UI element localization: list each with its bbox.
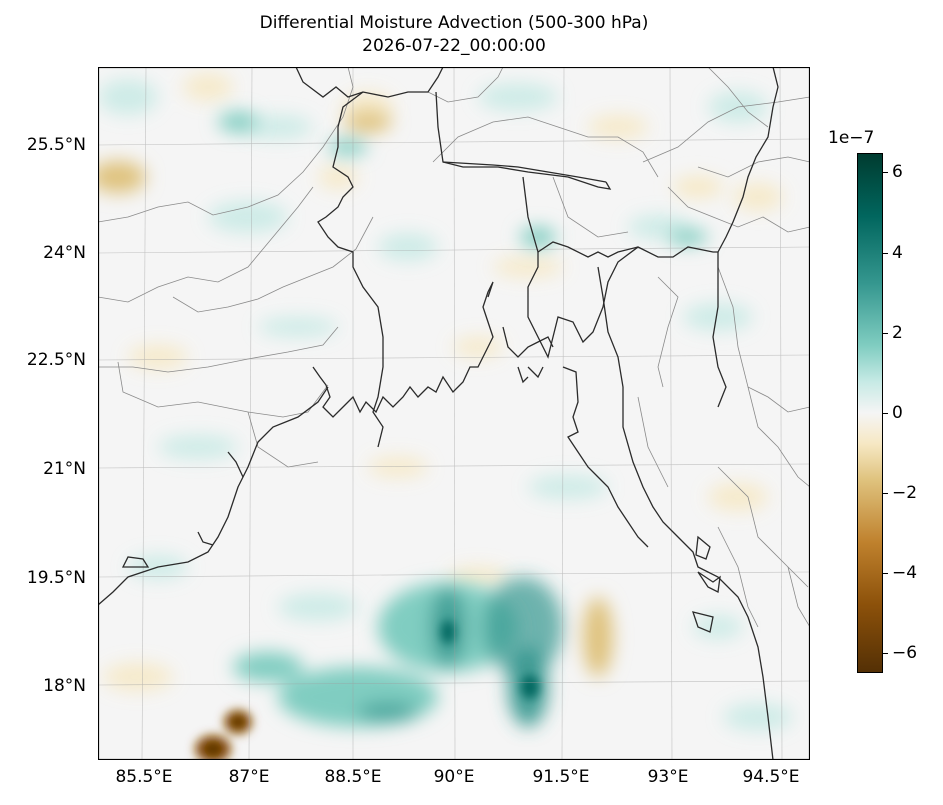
lon-label-85-5: 85.5°E <box>115 767 173 787</box>
lat-label-24: 24°N <box>43 243 86 263</box>
country-borders <box>98 67 779 760</box>
lon-label-88-5: 88.5°E <box>324 767 382 787</box>
lat-label-25-5: 25.5°N <box>26 135 86 155</box>
colorbar-label-4: 4 <box>892 243 903 263</box>
colorbar-tick <box>883 653 888 654</box>
lat-label-21: 21°N <box>43 459 86 479</box>
colorbar-label-2: 2 <box>892 323 903 343</box>
lon-label-94-5: 94.5°E <box>742 767 800 787</box>
field-extrema <box>195 620 539 760</box>
colorbar-exponent: 1e−7 <box>828 128 875 148</box>
colorbar-label-neg4: −4 <box>892 563 918 583</box>
colorbar-tick <box>883 573 888 574</box>
lon-label-93: 93°E <box>647 767 689 787</box>
lat-label-19-5: 19.5°N <box>26 568 86 588</box>
colorbar-label-6: 6 <box>892 162 903 182</box>
colorbar <box>857 153 883 673</box>
lon-label-87: 87°E <box>228 767 270 787</box>
lat-label-18: 18°N <box>43 676 86 696</box>
lat-label-22-5: 22.5°N <box>26 350 86 370</box>
state-borders <box>98 67 810 628</box>
colorbar-tick <box>883 413 888 414</box>
colorbar-tick <box>883 172 888 173</box>
colorbar-tick <box>883 333 888 334</box>
map-title: Differential Moisture Advection (500-300… <box>259 13 649 33</box>
colorbar-tick <box>883 493 888 494</box>
map-border <box>98 67 810 760</box>
map-timestamp: 2026-07-22_00:00:00 <box>362 36 546 56</box>
colorbar-label-neg6: −6 <box>892 643 918 663</box>
map-panel[interactable] <box>98 67 810 760</box>
colorbar-tick <box>883 253 888 254</box>
lon-label-91-5: 91.5°E <box>532 767 590 787</box>
colorbar-label-0: 0 <box>892 403 903 423</box>
lon-label-90: 90°E <box>433 767 475 787</box>
colorbar-label-neg2: −2 <box>892 483 918 503</box>
